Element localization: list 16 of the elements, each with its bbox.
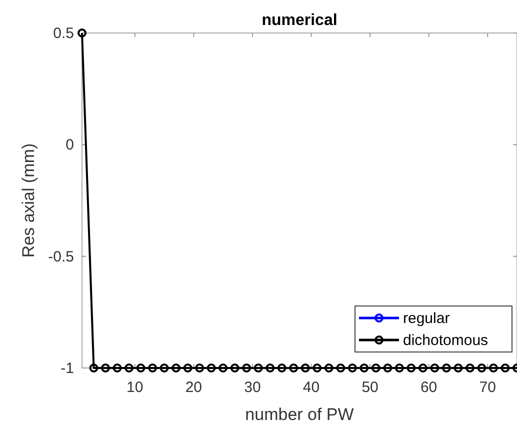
chart-title: numerical xyxy=(262,12,338,29)
y-axis-title: Res axial (mm) xyxy=(19,143,38,258)
x-tick-label: 30 xyxy=(244,379,261,396)
x-tick-label: 20 xyxy=(185,379,202,396)
y-tick-label: 0.5 xyxy=(53,25,74,42)
x-tick-label: 70 xyxy=(479,379,496,396)
legend-label: dichotomous xyxy=(403,332,488,349)
x-tick-label: 60 xyxy=(420,379,438,396)
legend-label: regular xyxy=(403,310,450,327)
y-tick-label: -0.5 xyxy=(48,248,74,266)
x-axis-title: number of PW xyxy=(245,405,354,424)
x-tick-label: 40 xyxy=(302,379,320,396)
y-tick-label: -1 xyxy=(60,360,74,377)
x-tick-label: 10 xyxy=(126,379,144,396)
x-tick-label: 50 xyxy=(362,379,378,396)
y-tick-label: 0 xyxy=(66,136,74,154)
